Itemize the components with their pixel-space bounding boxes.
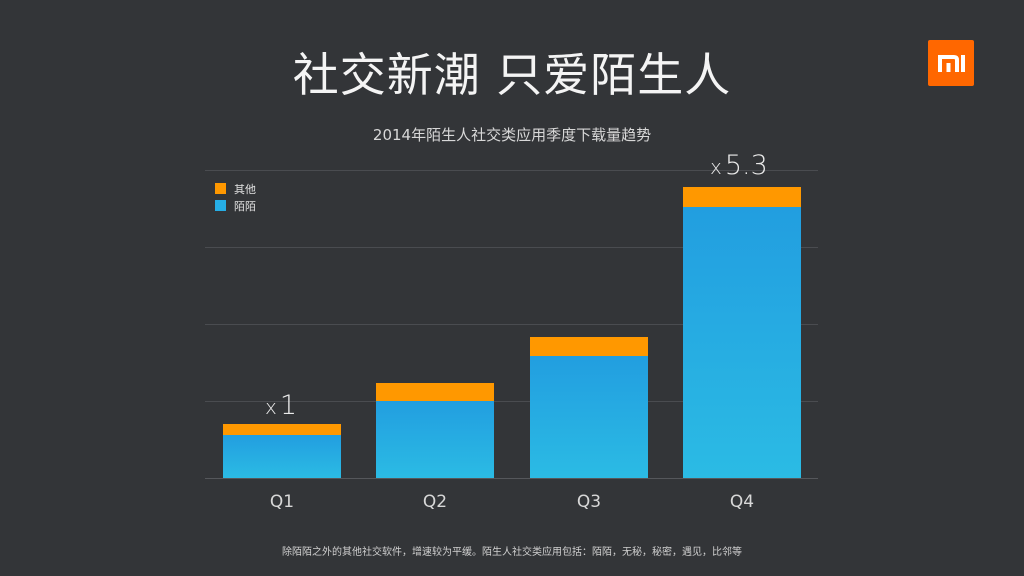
legend: 其他 陌陌 xyxy=(215,180,256,214)
bar-q4 xyxy=(683,186,801,478)
annotation-q4: x 5.3 xyxy=(710,150,768,181)
bar-q1 xyxy=(223,424,341,478)
bar-segment-momo xyxy=(376,400,494,478)
x-axis-baseline xyxy=(205,478,818,479)
bar-segment-other xyxy=(683,186,801,207)
bar-segment-momo xyxy=(530,356,648,478)
gridline xyxy=(205,170,818,171)
x-tick-q2: Q2 xyxy=(422,492,448,512)
bar-segment-other xyxy=(223,424,341,435)
annotation-value: 1 xyxy=(279,390,298,421)
bar-q2 xyxy=(376,383,494,478)
annotation-value: 5.3 xyxy=(724,150,768,181)
bar-segment-momo xyxy=(223,434,341,478)
annotation-prefix: x xyxy=(265,395,277,419)
slide-title: 社交新潮 只爱陌生人 xyxy=(292,48,732,102)
legend-item-other: 其他 xyxy=(215,180,256,197)
legend-swatch-other xyxy=(215,183,226,194)
legend-swatch-momo xyxy=(215,200,226,211)
x-tick-q1: Q1 xyxy=(269,492,295,512)
bar-q3 xyxy=(530,337,648,478)
gridline xyxy=(205,247,818,248)
bar-segment-other xyxy=(530,337,648,357)
bar-segment-momo xyxy=(683,206,801,478)
footnote: 除陌陌之外的其他社交软件，增速较为平缓。陌生人社交类应用包括：陌陌，无秘，秘密，… xyxy=(282,547,742,558)
mi-logo-icon xyxy=(928,40,974,86)
legend-label: 其他 xyxy=(234,182,256,196)
legend-item-momo: 陌陌 xyxy=(215,197,256,214)
annotation-prefix: x xyxy=(710,155,722,179)
bar-segment-other xyxy=(376,383,494,401)
gridline xyxy=(205,324,818,325)
x-tick-q3: Q3 xyxy=(576,492,602,512)
chart-title: 2014年陌生人社交类应用季度下载量趋势 xyxy=(372,126,652,144)
x-tick-q4: Q4 xyxy=(729,492,755,512)
gridline xyxy=(205,401,818,402)
legend-label: 陌陌 xyxy=(234,199,256,213)
